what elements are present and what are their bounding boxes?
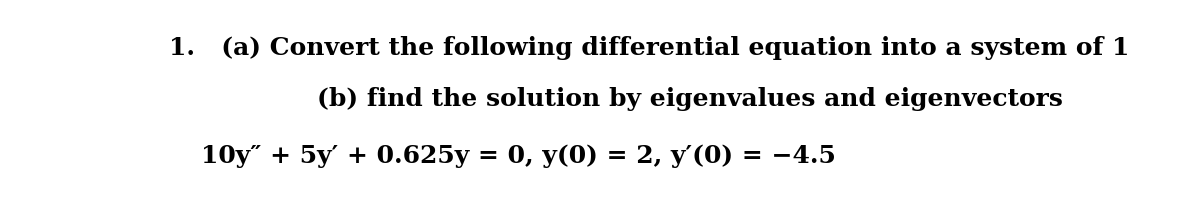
Text: 10y″ + 5y′ + 0.625y = 0, y(0) = 2, y′(0) = −4.5: 10y″ + 5y′ + 0.625y = 0, y(0) = 2, y′(0)… — [202, 144, 836, 168]
Text: (b) find the solution by eigenvalues and eigenvectors: (b) find the solution by eigenvalues and… — [317, 87, 1063, 111]
Text: 1.   (a) Convert the following differential equation into a system of 1: 1. (a) Convert the following differentia… — [168, 36, 1129, 60]
